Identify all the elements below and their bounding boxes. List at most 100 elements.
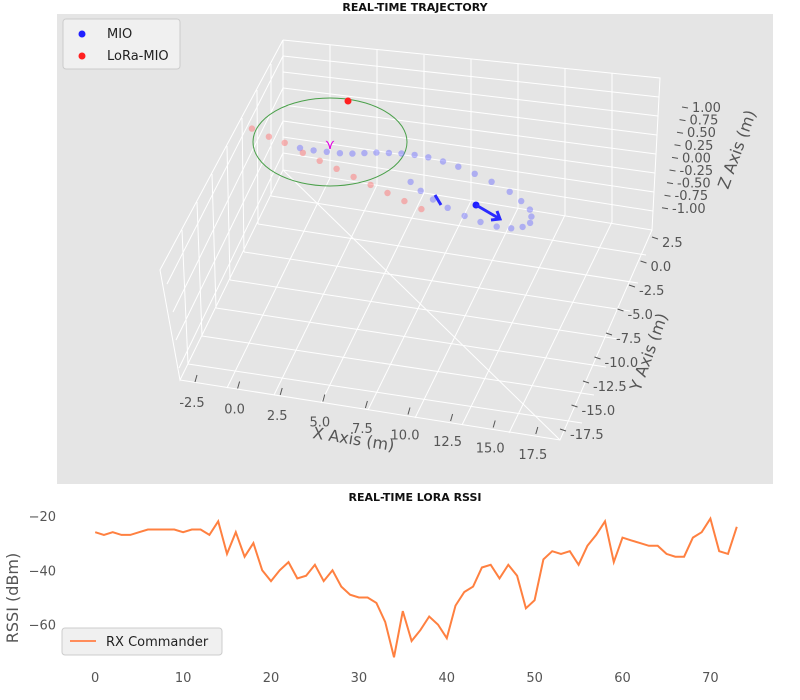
mio-point	[526, 206, 534, 213]
mio-point	[477, 218, 484, 226]
mio-point	[508, 225, 515, 232]
x-tick-mark	[194, 374, 198, 383]
x-tick-label: 7.5	[352, 422, 373, 437]
lora-mio-point	[384, 189, 391, 197]
rssi-x-tick-label: 0	[91, 671, 99, 686]
rssi-series-line	[94, 516, 738, 658]
legend-mio-label: MIO	[107, 27, 132, 42]
z-tick-label: -1.00	[672, 202, 706, 217]
mio-point	[296, 144, 304, 152]
y-axis-ticks: 2.5 0.0 -2.5 -5.0 -7.5 -10.0 -12.5 -15.0 -17.5	[559, 236, 683, 443]
mio-point	[493, 223, 500, 230]
y-tick-label: -2.5	[639, 284, 664, 299]
y-tick-mark	[571, 404, 578, 408]
rssi-y-ticks: −20 −40 −60	[29, 510, 56, 634]
mio-point	[349, 150, 356, 157]
y-tick-label: -15.0	[582, 404, 616, 419]
x-axis-ticks: -2.5 0.0 2.5 5.0 7.5 10.0 12.5 15.0 17.5	[179, 374, 547, 463]
z-tick-label: 0.75	[690, 114, 719, 129]
mio-heading-arrow	[475, 203, 501, 221]
rssi-panel: REAL-TIME LORA RSSI RSSI (dBm) −20 −40 −60…	[3, 491, 738, 686]
z-tick-label: -0.50	[677, 177, 711, 192]
x-tick-mark	[450, 413, 454, 422]
x-tick-mark	[364, 400, 368, 409]
x-tick-mark	[322, 394, 326, 402]
z-tick-label: 1.00	[692, 101, 721, 116]
z-tick-mark	[669, 169, 676, 172]
y-tick-label: 2.5	[662, 236, 683, 251]
z-tick-label: 0.00	[682, 151, 711, 166]
y-tick-mark	[640, 260, 647, 264]
lora-mio-point	[367, 181, 374, 189]
x-tick-label: 10.0	[391, 429, 420, 444]
current-position-markers: ⋎	[325, 97, 503, 222]
mio-point	[461, 212, 468, 220]
legend-mio-marker	[78, 30, 86, 38]
mio-point	[455, 163, 462, 170]
mio-point	[488, 178, 495, 185]
lora-mio-point	[316, 157, 323, 164]
legend-lora-mio-label: LoRa-MIO	[107, 49, 169, 64]
trajectory-points	[248, 125, 535, 232]
trajectory-title: REAL-TIME TRAJECTORY	[342, 1, 488, 14]
z-axis-ticks: 1.000.750.500.250.00-0.25-0.50-0.75-1.00	[661, 101, 721, 217]
y-tick-mark	[628, 284, 636, 288]
rssi-y-axis-label: RSSI (dBm)	[3, 553, 22, 643]
z-tick-mark	[676, 131, 684, 134]
y-tick-label: -5.0	[628, 308, 653, 323]
lora-mio-point	[248, 125, 256, 132]
z-tick-mark	[674, 144, 681, 147]
rssi-title: REAL-TIME LORA RSSI	[348, 491, 481, 504]
x-tick-label: 17.5	[518, 448, 547, 463]
x-tick-mark	[407, 407, 411, 415]
mio-point	[411, 151, 418, 159]
z-tick-mark	[666, 182, 674, 185]
y-tick-mark	[617, 308, 624, 312]
z-tick-label: 0.50	[687, 126, 716, 141]
rssi-x-tick-label: 20	[263, 671, 280, 686]
rssi-y-tick-label: −60	[29, 619, 56, 634]
mio-point	[361, 149, 368, 157]
legend-box	[62, 18, 181, 70]
lora-mio-point	[418, 205, 425, 213]
z-tick-label: -0.25	[680, 164, 714, 179]
z-tick-label: 0.25	[685, 139, 714, 154]
z-tick-mark	[679, 119, 686, 122]
x-tick-label: 15.0	[476, 442, 505, 457]
mio-point	[439, 158, 447, 165]
mio-point	[429, 196, 437, 203]
x-tick-label: 2.5	[267, 409, 288, 424]
mio-point	[528, 213, 535, 220]
y-tick-mark	[582, 380, 590, 384]
y-tick-label: -12.5	[593, 380, 627, 395]
trajectory-panel: REAL-TIME TRAJECTORY	[57, 1, 773, 484]
rssi-x-tick-label: 30	[351, 671, 368, 686]
rssi-legend-box	[61, 627, 223, 656]
mio-point	[323, 148, 330, 155]
lora-mio-point	[265, 133, 273, 140]
mio-point	[336, 150, 344, 157]
y-tick-label: -10.0	[605, 356, 639, 371]
y-tick-label: -7.5	[616, 332, 641, 347]
rssi-y-tick-label: −20	[29, 510, 56, 525]
rssi-x-ticks: 0 10 20 30 40 50 60 70	[91, 671, 719, 686]
x-tick-label: 12.5	[433, 435, 462, 450]
mio-point	[407, 178, 414, 186]
rssi-x-tick-label: 10	[175, 671, 192, 686]
y-tick-label: 0.0	[651, 260, 672, 275]
y-tick-mark	[559, 428, 567, 432]
mio-point	[518, 197, 525, 205]
range-circle	[252, 97, 408, 187]
mio-point	[425, 154, 432, 161]
rssi-legend-label: RX Commander	[106, 635, 209, 650]
rssi-x-tick-label: 40	[439, 671, 456, 686]
x-tick-mark	[237, 381, 241, 389]
mio-point	[519, 223, 526, 231]
mio-point	[506, 188, 513, 195]
mio-point	[385, 149, 393, 157]
rssi-x-tick-label: 50	[526, 671, 543, 686]
trajectory-legend: MIO LoRa-MIO	[62, 18, 181, 70]
mio-start-arrow	[433, 194, 443, 206]
z-tick-mark	[681, 106, 689, 109]
